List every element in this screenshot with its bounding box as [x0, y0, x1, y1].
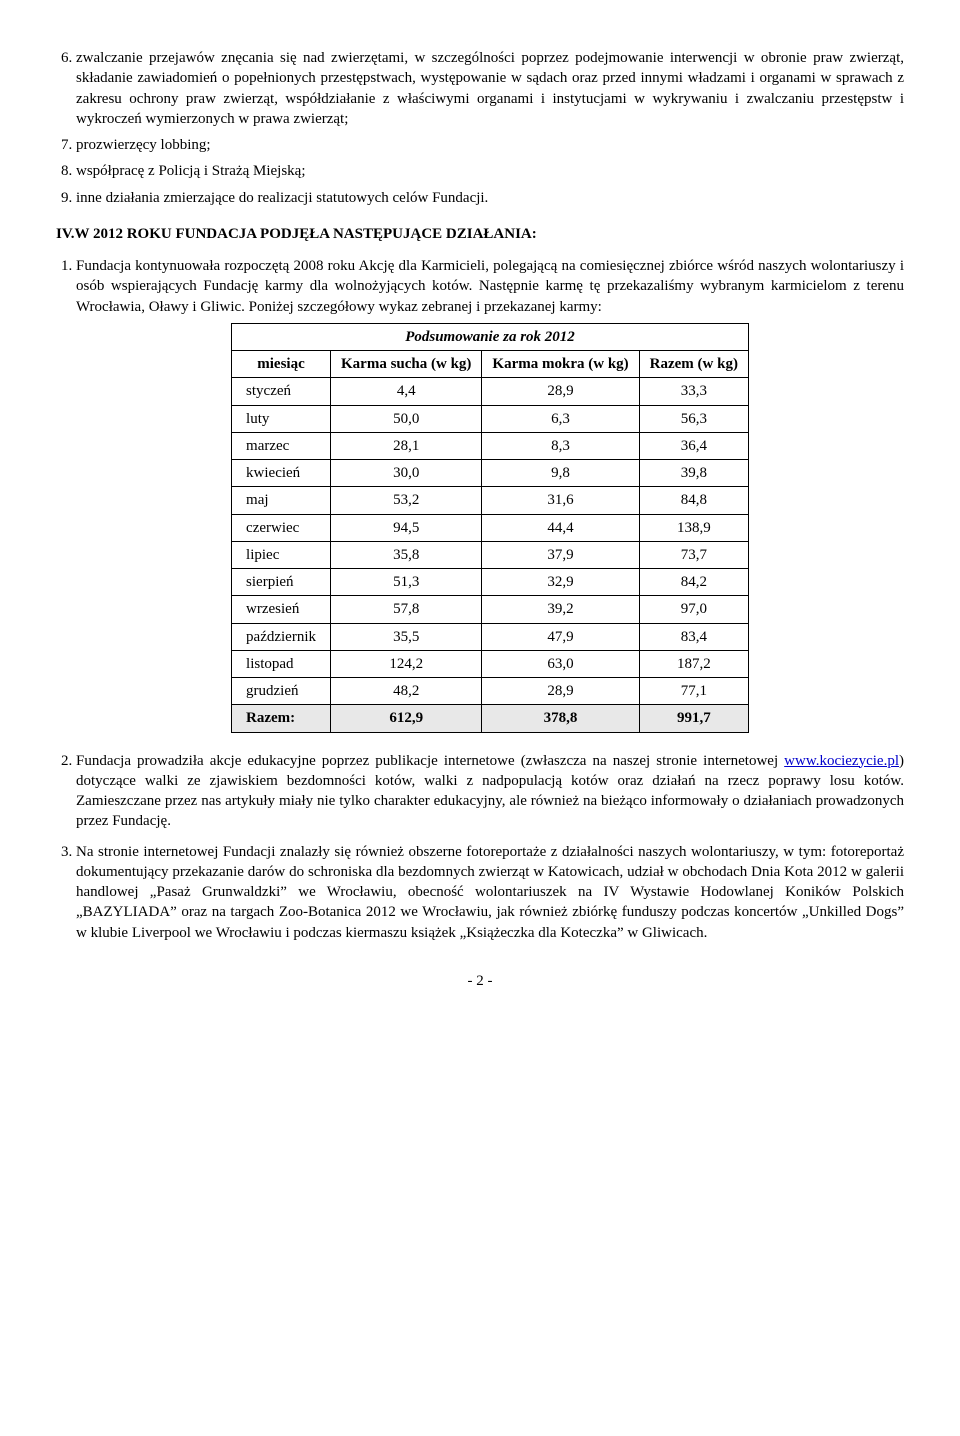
cell-month: maj — [232, 487, 331, 514]
total-sum: 991,7 — [639, 705, 748, 732]
col-wet: Karma mokra (w kg) — [482, 351, 639, 378]
cell-wet: 31,6 — [482, 487, 639, 514]
cell-month: październik — [232, 623, 331, 650]
table-header-row: miesiąc Karma sucha (w kg) Karma mokra (… — [232, 351, 749, 378]
cell-sum: 39,8 — [639, 460, 748, 487]
cell-dry: 48,2 — [331, 678, 482, 705]
list-item-8: współpracę z Policją i Strażą Miejską; — [76, 161, 904, 181]
table-row: grudzień48,228,977,1 — [232, 678, 749, 705]
col-dry: Karma sucha (w kg) — [331, 351, 482, 378]
table-row: sierpień51,332,984,2 — [232, 569, 749, 596]
section-title: IV.W 2012 ROKU FUNDACJA PODJĘŁA NASTĘPUJ… — [56, 224, 904, 244]
table-row: marzec28,18,336,4 — [232, 432, 749, 459]
cell-sum: 84,2 — [639, 569, 748, 596]
cell-wet: 9,8 — [482, 460, 639, 487]
col-total: Razem (w kg) — [639, 351, 748, 378]
cell-wet: 28,9 — [482, 378, 639, 405]
upper-list: zwalczanie przejawów znęcania się nad zw… — [56, 48, 904, 208]
total-label: Razem: — [232, 705, 331, 732]
total-dry: 612,9 — [331, 705, 482, 732]
karma-table: Podsumowanie za rok 2012 miesiąc Karma s… — [231, 323, 749, 733]
cell-wet: 28,9 — [482, 678, 639, 705]
cell-dry: 28,1 — [331, 432, 482, 459]
col-month: miesiąc — [232, 351, 331, 378]
cell-wet: 63,0 — [482, 650, 639, 677]
cell-dry: 4,4 — [331, 378, 482, 405]
cell-wet: 37,9 — [482, 541, 639, 568]
table-total-row: Razem: 612,9 378,8 991,7 — [232, 705, 749, 732]
table-title-row: Podsumowanie za rok 2012 — [232, 323, 749, 350]
cell-month: kwiecień — [232, 460, 331, 487]
cell-wet: 32,9 — [482, 569, 639, 596]
action-item-3: Na stronie internetowej Fundacji znalazł… — [76, 842, 904, 943]
list-item-6: zwalczanie przejawów znęcania się nad zw… — [76, 48, 904, 129]
cell-dry: 53,2 — [331, 487, 482, 514]
table-row: luty50,06,356,3 — [232, 405, 749, 432]
table-row: kwiecień30,09,839,8 — [232, 460, 749, 487]
cell-sum: 73,7 — [639, 541, 748, 568]
table-row: lipiec35,837,973,7 — [232, 541, 749, 568]
cell-dry: 51,3 — [331, 569, 482, 596]
cell-dry: 50,0 — [331, 405, 482, 432]
cell-dry: 57,8 — [331, 596, 482, 623]
cell-sum: 77,1 — [639, 678, 748, 705]
action-1-text: Fundacja kontynuowała rozpoczętą 2008 ro… — [76, 258, 904, 315]
cell-wet: 8,3 — [482, 432, 639, 459]
cell-wet: 44,4 — [482, 514, 639, 541]
kociezycie-link[interactable]: www.kociezycie.pl — [784, 753, 899, 769]
cell-sum: 97,0 — [639, 596, 748, 623]
total-wet: 378,8 — [482, 705, 639, 732]
list-item-9: inne działania zmierzające do realizacji… — [76, 188, 904, 208]
cell-dry: 94,5 — [331, 514, 482, 541]
cell-dry: 35,8 — [331, 541, 482, 568]
cell-dry: 35,5 — [331, 623, 482, 650]
action-item-2: Fundacja prowadziła akcje edukacyjne pop… — [76, 751, 904, 832]
cell-month: listopad — [232, 650, 331, 677]
table-row: wrzesień57,839,297,0 — [232, 596, 749, 623]
cell-wet: 39,2 — [482, 596, 639, 623]
cell-sum: 33,3 — [639, 378, 748, 405]
cell-month: sierpień — [232, 569, 331, 596]
cell-sum: 187,2 — [639, 650, 748, 677]
cell-month: czerwiec — [232, 514, 331, 541]
cell-wet: 6,3 — [482, 405, 639, 432]
table-row: maj53,231,684,8 — [232, 487, 749, 514]
list-item-7: prozwierzęcy lobbing; — [76, 135, 904, 155]
table-row: listopad124,263,0187,2 — [232, 650, 749, 677]
table-row: październik35,547,983,4 — [232, 623, 749, 650]
table-row: styczeń4,428,933,3 — [232, 378, 749, 405]
page-number: - 2 - — [56, 971, 904, 991]
cell-sum: 83,4 — [639, 623, 748, 650]
action-2-text-a: Fundacja prowadziła akcje edukacyjne pop… — [76, 753, 784, 769]
table-row: czerwiec94,544,4138,9 — [232, 514, 749, 541]
cell-sum: 84,8 — [639, 487, 748, 514]
cell-month: wrzesień — [232, 596, 331, 623]
cell-wet: 47,9 — [482, 623, 639, 650]
action-item-1: Fundacja kontynuowała rozpoczętą 2008 ro… — [76, 256, 904, 733]
cell-month: grudzień — [232, 678, 331, 705]
cell-month: luty — [232, 405, 331, 432]
cell-month: styczeń — [232, 378, 331, 405]
cell-dry: 30,0 — [331, 460, 482, 487]
actions-list: Fundacja kontynuowała rozpoczętą 2008 ro… — [56, 256, 904, 943]
cell-sum: 56,3 — [639, 405, 748, 432]
cell-sum: 138,9 — [639, 514, 748, 541]
cell-sum: 36,4 — [639, 432, 748, 459]
cell-month: marzec — [232, 432, 331, 459]
cell-dry: 124,2 — [331, 650, 482, 677]
table-title: Podsumowanie za rok 2012 — [232, 323, 749, 350]
cell-month: lipiec — [232, 541, 331, 568]
